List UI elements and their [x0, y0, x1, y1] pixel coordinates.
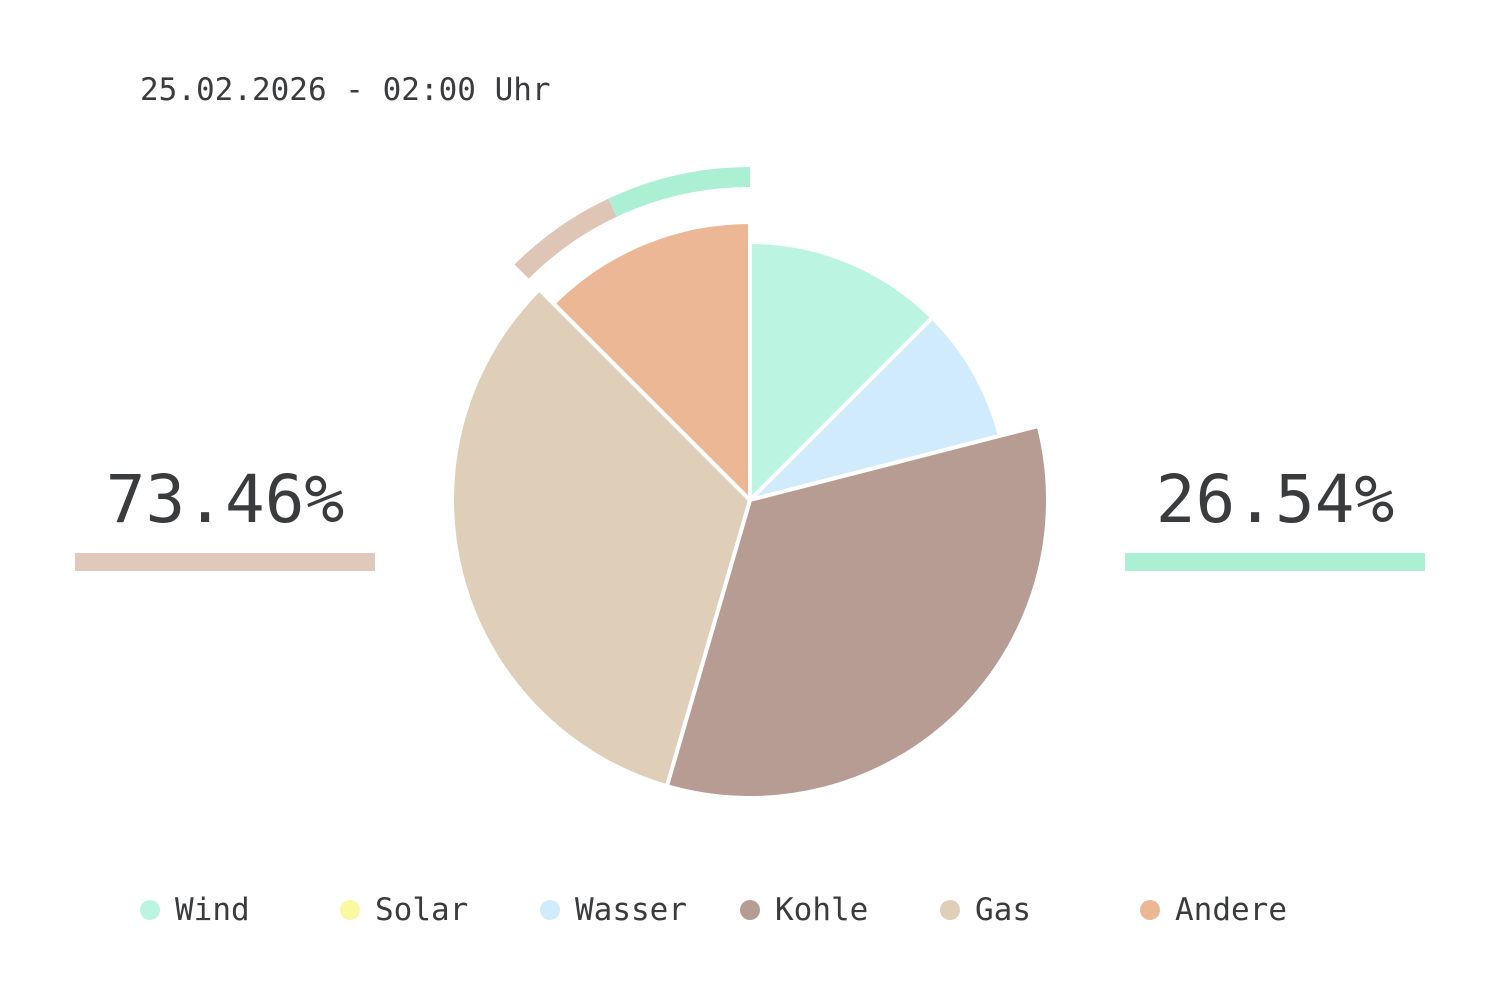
stat-left: 73.46%	[75, 462, 375, 571]
stat-right-value: 26.54%	[1155, 461, 1395, 538]
pie-slice-wind[interactable]	[748, 240, 935, 502]
pie-slice-andere[interactable]	[551, 220, 752, 502]
stat-right: 26.54%	[1125, 462, 1425, 571]
stat-left-bar	[75, 553, 375, 571]
stat-right-bar	[1125, 553, 1425, 571]
legend-dot-kohle	[740, 900, 760, 920]
timestamp: 25.02.2026 - 02:00 Uhr	[140, 72, 551, 108]
legend-dot-gas	[940, 900, 960, 920]
legend-label-gas: Gas	[975, 892, 1031, 928]
legend-label-wind: Wind	[175, 892, 250, 928]
pie-slice-kohle[interactable]	[664, 423, 1050, 801]
legend-dot-wasser	[540, 900, 560, 920]
legend-dot-andere	[1140, 900, 1160, 920]
legend-dot-wind	[140, 900, 160, 920]
stat-left-value: 73.46%	[105, 461, 345, 538]
legend-dot-solar	[340, 900, 360, 920]
legend-label-solar: Solar	[375, 892, 469, 928]
legend-item-wind[interactable]: Wind	[140, 890, 250, 930]
legend-item-solar[interactable]: Solar	[340, 890, 468, 930]
pie-slice-gas[interactable]	[450, 287, 752, 789]
outer-ring-wind	[608, 167, 751, 217]
legend-label-wasser: Wasser	[575, 892, 687, 928]
outer-ring-gas	[514, 198, 617, 279]
legend-label-kohle: Kohle	[775, 892, 869, 928]
legend-label-andere: Andere	[1175, 892, 1287, 928]
legend-item-andere[interactable]: Andere	[1140, 890, 1287, 930]
pie-slice-wasser[interactable]	[748, 315, 1002, 502]
legend-item-gas[interactable]: Gas	[940, 890, 1031, 930]
legend-item-kohle[interactable]: Kohle	[740, 890, 868, 930]
legend-item-wasser[interactable]: Wasser	[540, 890, 687, 930]
